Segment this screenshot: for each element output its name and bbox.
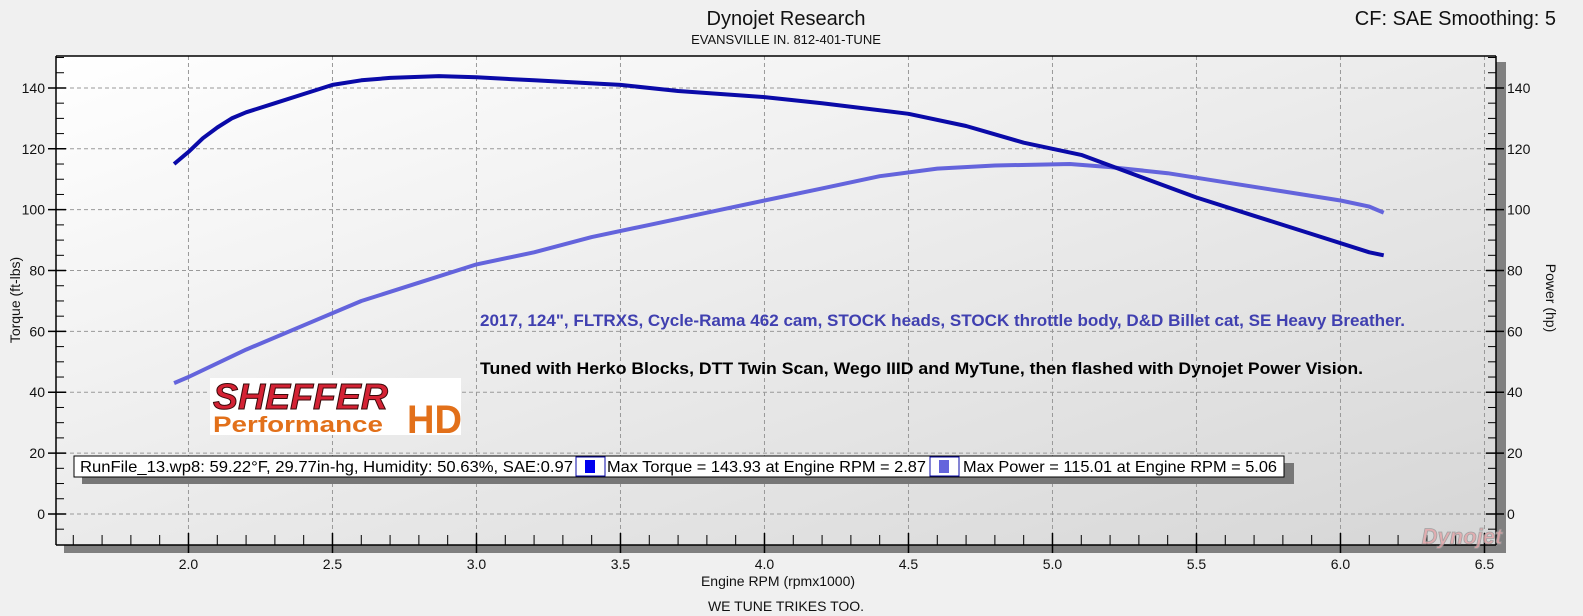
x-tick-label: 2.5 bbox=[323, 556, 343, 572]
axis-ticks bbox=[48, 57, 1504, 553]
y-left-tick-label: 60 bbox=[29, 323, 45, 339]
y-tick-labels: 0 0 20 20 40 40 60 60 80 80 100 100 120 120 140 140 bbox=[22, 80, 1531, 522]
sheffer-performance-logo: SHEFFER Performance HD bbox=[210, 376, 462, 442]
logo-performance: Performance bbox=[213, 412, 383, 437]
x-tick-label: 5.5 bbox=[1187, 556, 1207, 572]
x-tick-label: 4.0 bbox=[755, 556, 775, 572]
y-right-tick-label: 0 bbox=[1507, 506, 1515, 522]
y-right-tick-label: 20 bbox=[1507, 445, 1523, 461]
power-swatch bbox=[939, 460, 949, 473]
legend-torque: Max Torque = 143.93 at Engine RPM = 2.87 bbox=[607, 459, 926, 476]
x-tick-label: 6.5 bbox=[1475, 556, 1495, 572]
x-tick-label: 3.0 bbox=[467, 556, 487, 572]
x-tick-label: 6.0 bbox=[1331, 556, 1351, 572]
x-tick-labels: 2.0 2.5 3.0 3.5 4.0 4.5 5.0 5.5 6.0 6.5 bbox=[179, 556, 1495, 572]
legend: RunFile_13.wp8: 59.22°F, 29.77in-hg, Hum… bbox=[73, 455, 1294, 484]
y-right-tick-label: 60 bbox=[1507, 323, 1523, 339]
build-annotation: 2017, 124", FLTRXS, Cycle-Rama 462 cam, … bbox=[480, 311, 1405, 330]
y-left-tick-label: 120 bbox=[22, 141, 46, 157]
correction-factor: CF: SAE Smoothing: 5 bbox=[1355, 8, 1556, 30]
plot-shadow-bottom bbox=[64, 545, 1506, 553]
plot-shadow-right bbox=[1496, 62, 1506, 553]
x-tick-label: 3.5 bbox=[611, 556, 631, 572]
y-left-tick-label: 140 bbox=[22, 80, 46, 96]
torque-curve bbox=[172, 74, 1385, 258]
logo-sheffer: SHEFFER bbox=[213, 376, 388, 417]
y-right-tick-label: 120 bbox=[1507, 141, 1531, 157]
x-tick-label: 2.0 bbox=[179, 556, 199, 572]
legend-run-info: RunFile_13.wp8: 59.22°F, 29.77in-hg, Hum… bbox=[80, 459, 573, 476]
y-left-tick-label: 40 bbox=[29, 384, 45, 400]
dynojet-watermark: Dynojet bbox=[1422, 524, 1504, 549]
y-left-tick-label: 100 bbox=[22, 202, 46, 218]
footer-text: WE TUNE TRIKES TOO. bbox=[708, 598, 864, 614]
x-axis-label: Engine RPM (rpmx1000) bbox=[701, 573, 855, 589]
tune-annotation: Tuned with Herko Blocks, DTT Twin Scan, … bbox=[480, 359, 1363, 378]
torque-swatch bbox=[585, 460, 595, 473]
logo-hd: HD bbox=[407, 398, 462, 442]
x-tick-label: 4.5 bbox=[899, 556, 919, 572]
y-right-tick-label: 100 bbox=[1507, 202, 1531, 218]
chart-subtitle: EVANSVILLE IN. 812-401-TUNE bbox=[691, 32, 881, 47]
y-axis-left-label: Torque (ft-lbs) bbox=[7, 257, 23, 343]
y-left-tick-label: 80 bbox=[29, 263, 45, 279]
chart-title: Dynojet Research bbox=[707, 8, 866, 30]
y-left-tick-label: 20 bbox=[29, 445, 45, 461]
y-right-tick-label: 140 bbox=[1507, 80, 1531, 96]
y-left-tick-label: 0 bbox=[37, 506, 45, 522]
y-axis-right-label: Power (hp) bbox=[1543, 264, 1559, 332]
legend-power: Max Power = 115.01 at Engine RPM = 5.06 bbox=[963, 459, 1277, 476]
y-right-tick-label: 80 bbox=[1507, 263, 1523, 279]
power-curve bbox=[173, 162, 1385, 385]
x-tick-label: 5.0 bbox=[1043, 556, 1063, 572]
y-right-tick-label: 40 bbox=[1507, 384, 1523, 400]
